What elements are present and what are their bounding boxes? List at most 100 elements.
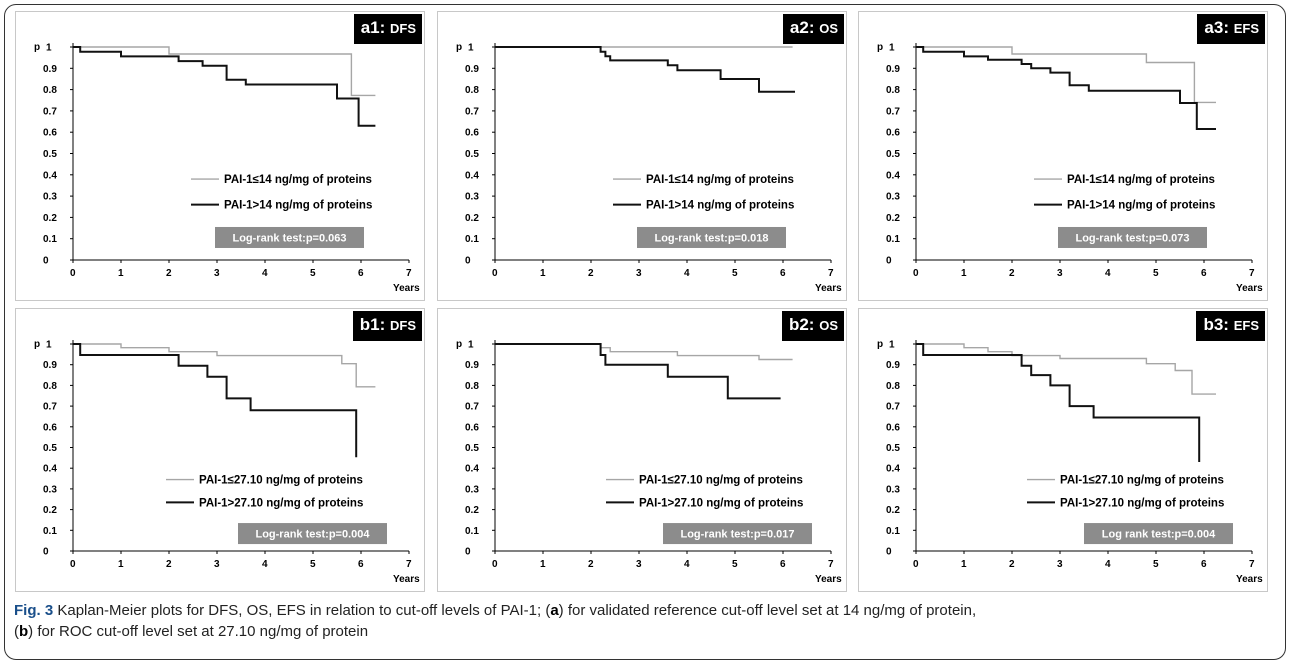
y-tick-label: 0.6 bbox=[43, 422, 57, 433]
x-tick-label: 2 bbox=[588, 268, 594, 279]
y-tick-label: 0.1 bbox=[886, 234, 900, 245]
y-tick-label: 0.3 bbox=[465, 192, 479, 203]
x-tick-label: 4 bbox=[1105, 268, 1111, 279]
survival-curve-high bbox=[916, 47, 1216, 129]
x-tick-label: 0 bbox=[70, 268, 76, 279]
y-tick-label: 0.5 bbox=[465, 443, 479, 454]
x-tick-label: 4 bbox=[262, 559, 268, 570]
legend-entry: PAI-1≤27.10 ng/mg of proteins bbox=[639, 475, 803, 487]
y-tick-label: 0.6 bbox=[886, 128, 900, 139]
y-axis-label: p bbox=[877, 42, 883, 53]
legend-entry: PAI-1>14 ng/mg of proteins bbox=[1067, 200, 1215, 212]
y-tick-label: 0.8 bbox=[43, 85, 57, 96]
x-tick-label: 6 bbox=[780, 559, 786, 570]
y-tick-label: 0.5 bbox=[886, 443, 900, 454]
y-tick-label: 0.6 bbox=[886, 422, 900, 433]
x-tick-label: 1 bbox=[961, 559, 967, 570]
y-tick-label: 0.1 bbox=[465, 526, 479, 537]
y-tick-label: 0.4 bbox=[43, 464, 57, 475]
y-tick-label: 0.7 bbox=[43, 402, 57, 413]
y-tick-label: 0.4 bbox=[886, 464, 900, 475]
y-tick-label: 0.7 bbox=[465, 402, 479, 413]
y-tick-label: 0.1 bbox=[886, 526, 900, 537]
y-tick-label: 0 bbox=[886, 547, 892, 558]
x-tick-label: 4 bbox=[1105, 559, 1111, 570]
legend-entry: PAI-1≤27.10 ng/mg of proteins bbox=[1060, 475, 1224, 487]
y-tick-label: 0.7 bbox=[886, 402, 900, 413]
x-tick-label: 3 bbox=[1057, 268, 1063, 279]
x-axis-label: Years bbox=[393, 283, 420, 294]
logrank-text: Log-rank test:p=0.073 bbox=[1075, 232, 1189, 244]
x-tick-label: 3 bbox=[1057, 559, 1063, 570]
y-tick-label: 0.6 bbox=[43, 128, 57, 139]
survival-curve-high bbox=[73, 47, 375, 126]
y-tick-label: 0.9 bbox=[465, 360, 479, 371]
y-axis-label: p bbox=[877, 339, 883, 350]
y-axis-label: p bbox=[456, 42, 462, 53]
x-tick-label: 0 bbox=[913, 268, 919, 279]
y-tick-label: 0.2 bbox=[43, 505, 57, 516]
caption-text-4: ) for ROC cut-off level set at 27.10 ng/… bbox=[28, 623, 368, 640]
legend-entry: PAI-1>27.10 ng/mg of proteins bbox=[1060, 497, 1224, 509]
y-tick-label: 0.3 bbox=[43, 192, 57, 203]
panel-a2: a2: OS p 0 0.1 0.2 0.3 0.4 0.5 0.6 0.7 0.8 0.9 1 0 1 2 3… bbox=[437, 11, 847, 301]
logrank-text: Log-rank test:p=0.017 bbox=[680, 529, 794, 541]
x-axis-label: Years bbox=[393, 574, 420, 585]
km-plot-a3: p00.10.20.30.40.50.60.70.80.910 1 2 3 4 5 6 7Ye… bbox=[859, 12, 1269, 302]
caption-label: Fig. 3 bbox=[14, 602, 53, 619]
legend-entry: PAI-1≤14 ng/mg of proteins bbox=[224, 174, 372, 186]
y-tick-label: 0 bbox=[43, 256, 49, 267]
legend-entry: PAI-1>27.10 ng/mg of proteins bbox=[639, 497, 803, 509]
y-tick-label: 0.1 bbox=[43, 234, 57, 245]
logrank-text: Log-rank test:p=0.004 bbox=[255, 529, 370, 541]
survival-curve-high bbox=[73, 344, 356, 457]
legend-entry: PAI-1>27.10 ng/mg of proteins bbox=[199, 497, 363, 509]
logrank-text: Log-rank test:p=0.018 bbox=[654, 232, 768, 244]
x-tick-label: 0 bbox=[70, 559, 76, 570]
y-tick-label: 0.2 bbox=[886, 213, 900, 224]
x-tick-label: 5 bbox=[732, 559, 738, 570]
figure-frame: a1: DFS p 0 0.1 0.2 0.3 0.4 0.5 0.6 0.7 0.8 0.9 1 0 1 2… bbox=[4, 4, 1286, 660]
x-tick-label: 3 bbox=[636, 559, 642, 570]
x-tick-label: 5 bbox=[1153, 268, 1159, 279]
x-tick-label: 2 bbox=[1009, 268, 1015, 279]
y-tick-label: 0.7 bbox=[886, 106, 900, 117]
y-axis-label: p bbox=[456, 339, 462, 350]
y-tick-label: 0.7 bbox=[43, 106, 57, 117]
survival-curve-low bbox=[73, 47, 375, 95]
y-tick-label: 0 bbox=[43, 547, 49, 558]
x-tick-label: 1 bbox=[540, 559, 546, 570]
y-tick-label: 1 bbox=[468, 43, 474, 54]
y-tick-label: 0.1 bbox=[465, 234, 479, 245]
survival-curve-low bbox=[916, 344, 1216, 394]
x-tick-label: 5 bbox=[310, 559, 316, 570]
y-tick-label: 0.6 bbox=[465, 128, 479, 139]
survival-curve-low bbox=[73, 344, 375, 387]
y-tick-label: 1 bbox=[46, 340, 52, 351]
y-tick-label: 0 bbox=[465, 547, 471, 558]
x-tick-label: 7 bbox=[1249, 559, 1255, 570]
x-tick-label: 1 bbox=[118, 559, 124, 570]
survival-curve-low bbox=[495, 344, 793, 360]
x-tick-label: 3 bbox=[214, 268, 220, 279]
legend-entry: PAI-1≤14 ng/mg of proteins bbox=[646, 174, 794, 186]
x-axis-label: Years bbox=[815, 574, 842, 585]
panel-b3: b3: EFS p 0 0.1 0.2 0.3 0.4 0.5 0.6 0.7 0.8 0.9 1 0 1 2… bbox=[858, 308, 1268, 592]
x-tick-label: 6 bbox=[1201, 559, 1207, 570]
x-tick-label: 1 bbox=[961, 268, 967, 279]
panel-a3: a3: EFS p 0 0.1 0.2 0.3 0.4 0.5 0.6 0.7 0.8 0.9 1 0 1 2… bbox=[858, 11, 1268, 301]
logrank-text: Log-rank test:p=0.063 bbox=[232, 232, 346, 244]
legend-entry: PAI-1≤14 ng/mg of proteins bbox=[1067, 174, 1215, 186]
x-tick-label: 6 bbox=[358, 559, 364, 570]
x-tick-label: 7 bbox=[406, 559, 412, 570]
y-tick-label: 0.9 bbox=[886, 360, 900, 371]
survival-curve-low bbox=[916, 47, 1216, 102]
km-plot-b3: p00.10.20.30.40.50.60.70.80.910 1 2 3 4 5 6 7Ye… bbox=[859, 309, 1269, 593]
x-axis-label: Years bbox=[1236, 283, 1263, 294]
logrank-text: Log rank test:p=0.004 bbox=[1102, 529, 1216, 541]
x-tick-label: 6 bbox=[780, 268, 786, 279]
legend-entry: PAI-1≤27.10 ng/mg of proteins bbox=[199, 475, 363, 487]
y-tick-label: 1 bbox=[889, 43, 895, 54]
y-tick-label: 0.2 bbox=[43, 213, 57, 224]
y-tick-label: 0.3 bbox=[465, 484, 479, 495]
